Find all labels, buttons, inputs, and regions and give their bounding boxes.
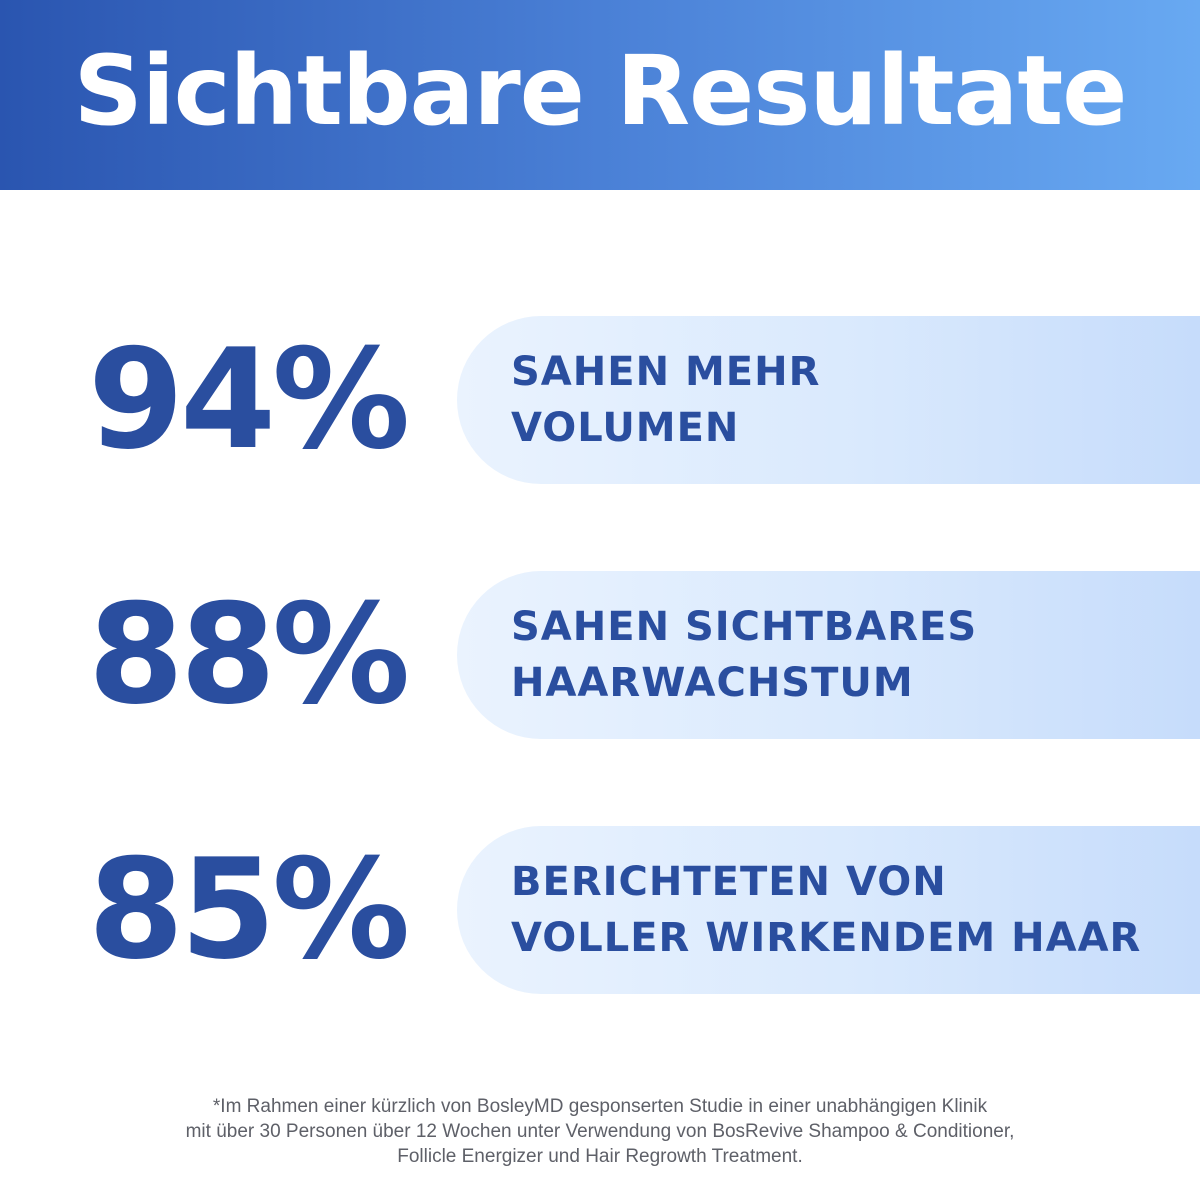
stat-label-pill: SAHEN MEHR VOLUMEN bbox=[457, 316, 1200, 484]
study-footnote: *Im Rahmen einer kürzlich von BosleyMD g… bbox=[100, 1094, 1100, 1169]
stat-percentage: 85% bbox=[88, 829, 410, 990]
stat-label-line: SAHEN MEHR bbox=[511, 349, 821, 395]
stat-label-line: SAHEN SICHTBARES bbox=[511, 604, 978, 650]
stat-row-hair-growth: 88% SAHEN SICHTBARES HAARWACHSTUM bbox=[0, 571, 1200, 739]
header-banner: Sichtbare Resultate bbox=[0, 0, 1200, 190]
footnote-line: mit über 30 Personen über 12 Wochen unte… bbox=[185, 1121, 1015, 1142]
stat-label-line: BERICHTETEN VON bbox=[511, 859, 947, 905]
footnote-line: Follicle Energizer und Hair Regrowth Tre… bbox=[397, 1146, 803, 1167]
stat-row-volume: 94% SAHEN MEHR VOLUMEN bbox=[0, 316, 1200, 484]
stat-row-fuller-hair: 85% BERICHTETEN VON VOLLER WIRKENDEM HAA… bbox=[0, 826, 1200, 994]
stat-label-pill: BERICHTETEN VON VOLLER WIRKENDEM HAAR bbox=[457, 826, 1200, 994]
stat-label-line: VOLLER WIRKENDEM HAAR bbox=[511, 915, 1142, 961]
stat-label-line: VOLUMEN bbox=[511, 405, 740, 451]
stat-label-pill: SAHEN SICHTBARES HAARWACHSTUM bbox=[457, 571, 1200, 739]
stat-percentage: 94% bbox=[88, 319, 410, 480]
stat-label-line: HAARWACHSTUM bbox=[511, 660, 914, 706]
footnote-line: *Im Rahmen einer kürzlich von BosleyMD g… bbox=[212, 1096, 988, 1117]
page-title: Sichtbare Resultate bbox=[73, 35, 1128, 147]
stat-percentage: 88% bbox=[88, 574, 410, 735]
